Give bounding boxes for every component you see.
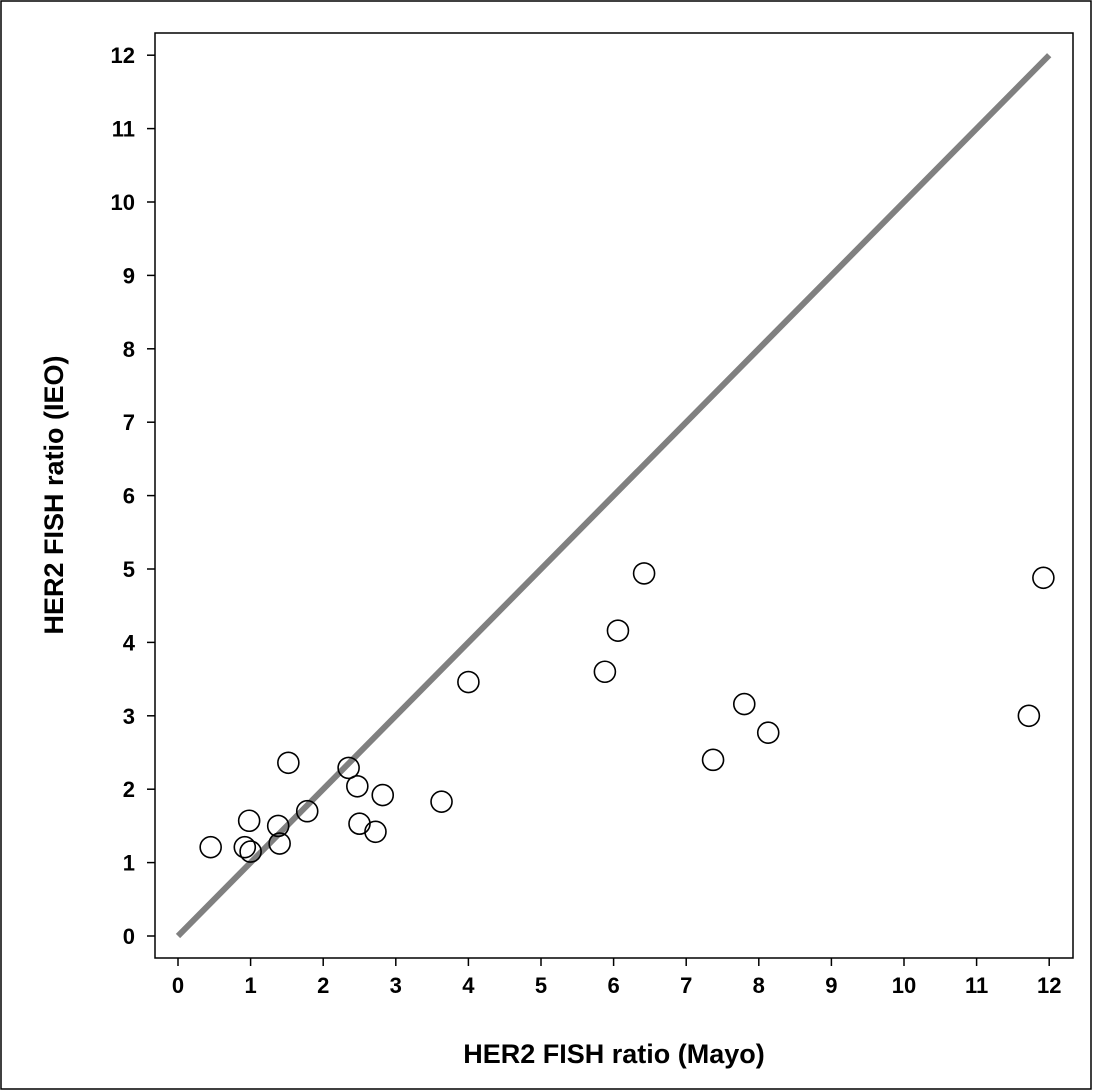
- y-tick-label: 9: [123, 263, 135, 288]
- data-point: [756, 721, 780, 744]
- data-point: [364, 820, 387, 844]
- data-point: [337, 756, 360, 780]
- x-axis-title: HER2 FISH ratio (Mayo): [463, 1039, 765, 1069]
- y-tick-label: 10: [111, 190, 135, 215]
- x-tick-label: 5: [535, 973, 547, 998]
- x-tick-label: 3: [390, 973, 402, 998]
- x-tick-label: 6: [607, 973, 619, 998]
- x-tick-label: 12: [1037, 973, 1061, 998]
- y-tick-label: 6: [123, 484, 135, 509]
- y-tick-label: 8: [123, 337, 135, 362]
- data-point: [593, 660, 617, 684]
- y-tick-label: 12: [111, 43, 135, 68]
- data-point: [346, 774, 369, 798]
- data-points: [199, 562, 1055, 863]
- x-tick-label: 0: [172, 973, 184, 998]
- x-tick-label: 1: [244, 973, 256, 998]
- y-axis-title: HER2 FISH ratio (IEO): [39, 355, 69, 634]
- data-point: [239, 840, 262, 863]
- data-point: [277, 751, 300, 775]
- y-tick-label: 5: [123, 557, 135, 582]
- y-tick-label: 1: [123, 851, 135, 876]
- x-tick-label: 4: [462, 973, 475, 998]
- data-point: [268, 832, 291, 855]
- reference-line: [175, 53, 1052, 939]
- data-point: [430, 790, 453, 813]
- y-tick-label: 11: [112, 117, 135, 142]
- x-tick-label: 10: [892, 973, 916, 998]
- y-tick-label: 2: [123, 777, 135, 802]
- x-tick-label: 9: [825, 973, 837, 998]
- y-tick-label: 0: [123, 924, 135, 949]
- data-point: [1032, 566, 1055, 590]
- x-tick-label: 7: [680, 973, 692, 998]
- data-point: [457, 670, 480, 694]
- data-point: [237, 809, 261, 833]
- data-point: [199, 835, 222, 859]
- data-point: [732, 692, 756, 716]
- x-axis: 0 1 2 3 4 5 6 7 8 9 10 11 12: [172, 958, 1061, 998]
- y-tick-label: 7: [123, 410, 135, 435]
- data-point: [606, 619, 630, 642]
- y-tick-label: 3: [123, 704, 135, 729]
- y-tick-label: 4: [123, 630, 136, 655]
- data-point: [1017, 704, 1041, 728]
- data-point: [701, 748, 725, 772]
- data-point: [632, 562, 656, 585]
- x-tick-label: 8: [753, 973, 765, 998]
- x-tick-label: 11: [965, 973, 988, 998]
- data-point: [295, 799, 319, 823]
- data-point: [266, 814, 290, 838]
- x-tick-label: 2: [317, 973, 329, 998]
- data-point: [371, 783, 395, 807]
- data-point: [233, 835, 257, 859]
